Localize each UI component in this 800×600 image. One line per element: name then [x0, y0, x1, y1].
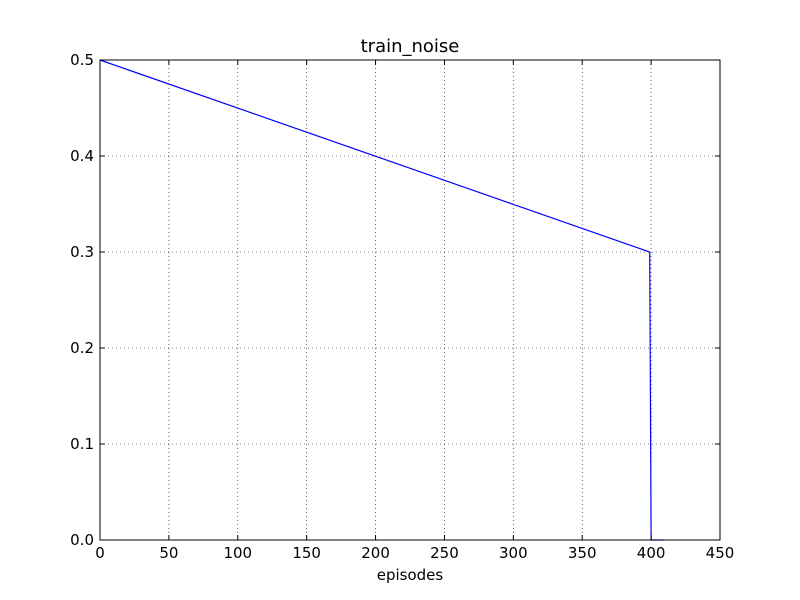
y-tick-label: 0.1: [70, 435, 94, 453]
x-tick-label: 300: [499, 544, 528, 562]
x-axis-label: episodes: [377, 566, 444, 584]
x-tick-label: 350: [568, 544, 597, 562]
x-tick-label: 400: [637, 544, 666, 562]
x-tick-label: 100: [223, 544, 252, 562]
x-tick-label: 450: [706, 544, 735, 562]
plot-frame: [99, 59, 721, 541]
chart-title: train_noise: [361, 36, 460, 57]
y-tick-label: 0.4: [70, 147, 94, 165]
y-tick-label: 0.2: [70, 339, 94, 357]
y-tick-label: 0.3: [70, 243, 94, 261]
x-tick-label: 250: [430, 544, 459, 562]
y-tick-label: 0.0: [70, 531, 94, 549]
x-tick-label: 150: [292, 544, 321, 562]
y-tick-label: 0.5: [70, 51, 94, 69]
x-tick-label: 0: [95, 544, 105, 562]
ticks: 0 50 100 150 200 250 300 350 400 450 0.0 0.1 0.2 0.3 0…: [70, 51, 734, 562]
x-tick-label: 200: [361, 544, 390, 562]
x-tick-label: 50: [159, 544, 178, 562]
